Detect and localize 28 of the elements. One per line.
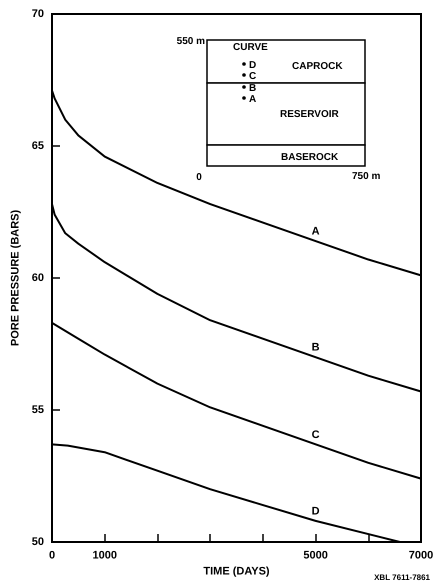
annotation: BASEROCK <box>281 152 340 163</box>
annotation: B <box>249 83 256 94</box>
annotation: C <box>249 71 256 82</box>
y-tick-label: 70 <box>32 8 44 20</box>
text: XBL 7611-7861 <box>374 573 431 582</box>
x-tick-label: 7000 <box>408 550 434 562</box>
y-tick-label: 50 <box>32 536 44 548</box>
y-tick-label: 65 <box>32 140 44 152</box>
annotation: A <box>249 94 256 105</box>
series-label: A <box>312 226 320 238</box>
annotation: 550 m <box>176 36 206 47</box>
annotation: 750 m <box>352 171 380 182</box>
annotation: RESERVOIR <box>280 109 340 120</box>
y-tick-label: 60 <box>32 272 44 284</box>
y-tick-label: 55 <box>32 404 44 416</box>
series-label: C <box>312 428 320 441</box>
x-tick-label: 1000 <box>92 550 117 562</box>
x-tick-label: 5000 <box>303 550 328 562</box>
annotation: CAPROCK <box>292 61 344 72</box>
x-axis-title: TIME (DAYS) <box>203 565 270 578</box>
series-label: B <box>312 342 320 354</box>
annotation: D <box>249 60 256 71</box>
y-axis-title: PORE PRESSURE (BARS) <box>9 210 22 346</box>
annotation: CURVE <box>233 42 268 53</box>
line-series <box>51 443 401 543</box>
series-label: D <box>312 505 320 518</box>
x-tick-label: 0 <box>48 550 56 562</box>
annotation: 0 <box>196 172 202 183</box>
